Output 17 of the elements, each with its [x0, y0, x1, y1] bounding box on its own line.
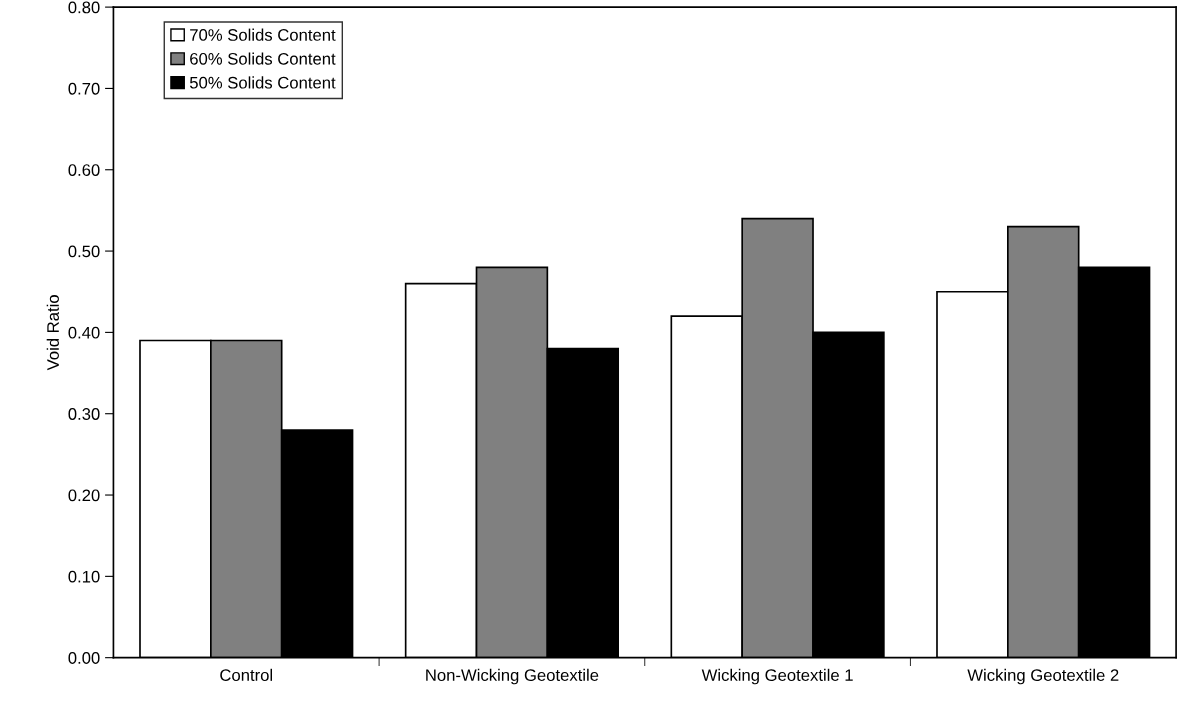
y-tick-label: 0.10 — [68, 570, 100, 583]
y-tick-label: 0.60 — [68, 164, 100, 176]
y-axis-title: Void Ratio — [46, 295, 59, 371]
y-tick-label: 0.50 — [68, 245, 100, 258]
y-tick-label: 0.80 — [68, 1, 100, 14]
y-tick-label: 0.20 — [68, 489, 100, 502]
x-tick-label: Non-Wicking Geotextile — [426, 668, 599, 685]
y-tick-label: 0.30 — [68, 408, 100, 420]
x-tick-label: Wicking Geotextile 2 — [967, 668, 1119, 685]
legend-label: 70% Solids Content — [190, 28, 336, 41]
legend-label: 50% Solids Content — [189, 76, 336, 89]
y-tick-label: 0.40 — [68, 326, 100, 339]
x-tick-label: Control — [220, 668, 273, 682]
y-tick-label: 0.00 — [68, 652, 100, 664]
x-tick-label: Wicking Geotextile 1 — [701, 668, 853, 685]
legend-label: 60% Solids Content — [190, 52, 336, 65]
y-tick-label: 0.70 — [68, 82, 100, 95]
